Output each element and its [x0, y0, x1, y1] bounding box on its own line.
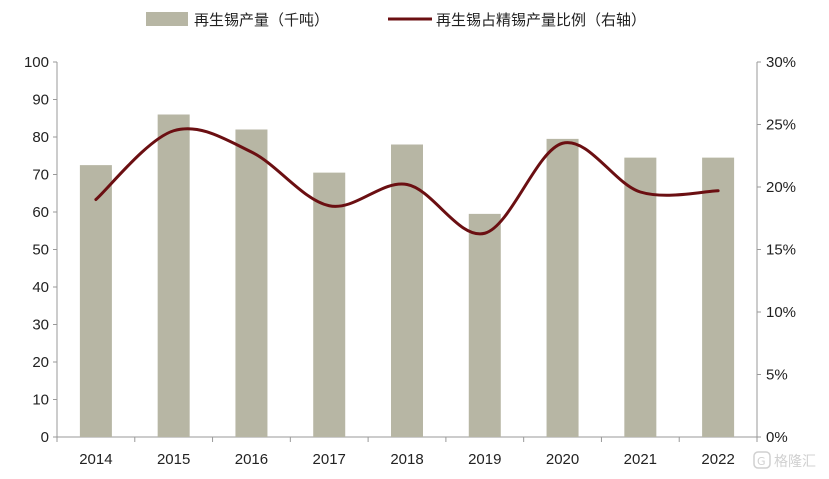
x-tick-label: 2015 — [157, 451, 190, 468]
y-right-tick-label: 5% — [766, 367, 788, 384]
y-right-tick-label: 15% — [766, 242, 796, 259]
legend-label-bars: 再生锡产量（千吨） — [194, 11, 329, 29]
y-left-tick-label: 40 — [32, 279, 49, 296]
ratio-line — [94, 127, 720, 236]
line-series — [94, 127, 720, 236]
y-left-tick-label: 80 — [32, 129, 49, 146]
y-right-tick-label: 20% — [766, 179, 796, 196]
bar-series — [79, 114, 735, 437]
x-tick-label: 2018 — [390, 451, 423, 468]
x-tick-label: 2017 — [313, 451, 346, 468]
x-tick-label: 2016 — [235, 451, 268, 468]
watermark-logo-glyph: G — [757, 455, 766, 468]
bar — [702, 157, 735, 437]
y-left-tick-label: 100 — [24, 54, 49, 71]
bar — [235, 129, 268, 437]
x-tick-label: 2014 — [79, 451, 112, 468]
bar — [546, 138, 579, 437]
y-right-tick-label: 25% — [766, 117, 796, 134]
x-tick-label: 2020 — [546, 451, 579, 468]
y-axis-left-ticks: 0 10 20 30 40 50 60 70 80 90 100 — [24, 54, 57, 446]
y-right-tick-label: 30% — [766, 54, 796, 71]
legend-label-line: 再生锡占精锡产量比例（右轴） — [436, 11, 646, 29]
watermark-text: 格隆汇 — [774, 454, 816, 470]
x-axis-ticks: 2014 2015 2016 2017 2018 2019 2020 2021 2022 — [56, 437, 758, 468]
y-left-tick-label: 20 — [32, 354, 49, 371]
y-left-tick-label: 0 — [41, 429, 49, 446]
bar — [79, 165, 112, 437]
bar — [624, 157, 657, 437]
x-tick-label: 2019 — [468, 451, 501, 468]
bar — [313, 172, 346, 437]
y-left-tick-label: 30 — [32, 317, 49, 334]
bar — [157, 114, 190, 437]
watermark: G 格隆汇 — [753, 451, 816, 470]
legend: 再生锡产量（千吨） 再生锡占精锡产量比例（右轴） — [146, 11, 646, 29]
y-left-tick-label: 10 — [32, 392, 49, 409]
y-left-tick-label: 50 — [32, 242, 49, 259]
y-left-tick-label: 70 — [32, 167, 49, 184]
y-axis-right-ticks: 0% 5% 10% 15% 20% 25% 30% — [757, 54, 796, 446]
x-tick-label: 2022 — [701, 451, 734, 468]
legend-swatch-bars — [146, 12, 188, 26]
y-left-tick-label: 90 — [32, 92, 49, 109]
bar — [468, 213, 501, 437]
y-left-tick-label: 60 — [32, 204, 49, 221]
bar — [391, 144, 423, 437]
y-right-tick-label: 0% — [766, 429, 788, 446]
watermark-logo-icon — [753, 451, 771, 469]
x-tick-label: 2021 — [624, 451, 657, 468]
y-right-tick-label: 10% — [766, 304, 796, 321]
